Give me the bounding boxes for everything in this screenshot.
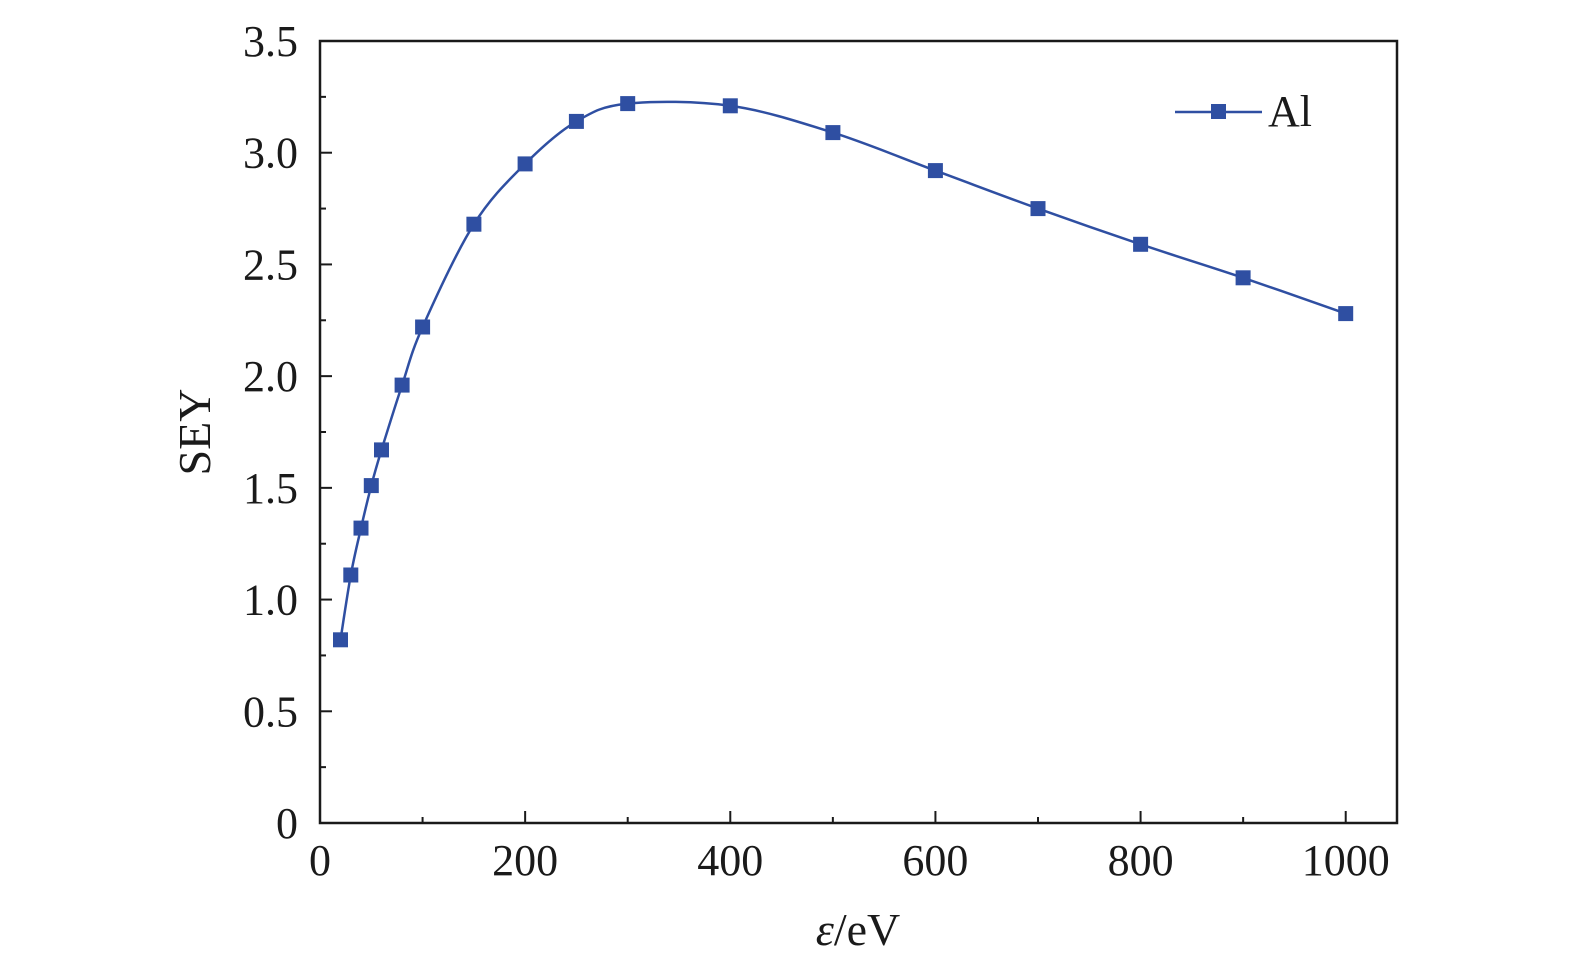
y-axis: 0 0.5 1.0 1.5 2.0 2.5 3.0 3.5: [243, 17, 332, 848]
y-tick-label: 1.5: [243, 464, 298, 513]
data-point-marker: [374, 442, 389, 458]
data-point-marker: [343, 567, 359, 583]
data-point-marker: [722, 98, 738, 114]
data-point-marker: [1030, 201, 1046, 217]
data-point-marker: [415, 319, 431, 335]
y-tick-label: 2.0: [243, 352, 298, 401]
data-point-marker: [394, 377, 410, 393]
legend-label-al: Al: [1268, 87, 1312, 136]
x-tick-label: 800: [1108, 836, 1174, 885]
y-tick-label: 1.0: [243, 576, 298, 625]
data-point-marker: [333, 632, 348, 648]
x-axis: 0 200 400 600 800 1000: [309, 811, 1390, 885]
legend: Al: [1175, 87, 1312, 136]
y-tick-label: 0: [276, 799, 298, 848]
x-tick-label: 1000: [1302, 836, 1390, 885]
data-point-marker: [825, 125, 841, 141]
y-tick-label: 3.0: [243, 129, 298, 178]
data-point-marker: [1235, 270, 1251, 286]
x-tick-label: 200: [492, 836, 558, 885]
series-line-al: [339, 100, 1347, 640]
x-axis-title-symbol: ε: [816, 904, 835, 955]
data-point-marker: [353, 520, 369, 536]
x-axis-title-unit: /eV: [834, 904, 900, 955]
data-point-marker: [517, 156, 533, 172]
y-tick-label: 2.5: [243, 240, 298, 289]
data-point-marker: [466, 216, 482, 232]
data-point-marker: [927, 163, 943, 179]
legend-marker: [1211, 104, 1226, 119]
x-tick-label: 600: [902, 836, 968, 885]
series-markers-al: [333, 96, 1354, 648]
x-tick-label: 0: [309, 836, 331, 885]
data-point-marker: [620, 96, 636, 112]
x-axis-title: ε/eV: [816, 904, 901, 955]
y-tick-label: 0.5: [243, 687, 298, 736]
data-point-marker: [1338, 306, 1354, 322]
y-axis-title: SEY: [169, 389, 220, 476]
data-point-marker: [568, 113, 584, 129]
data-point-marker: [363, 478, 379, 494]
data-point-marker: [1133, 236, 1149, 252]
y-tick-label: 3.5: [243, 17, 298, 66]
plot-frame: [318, 39, 1399, 825]
x-tick-label: 400: [697, 836, 763, 885]
